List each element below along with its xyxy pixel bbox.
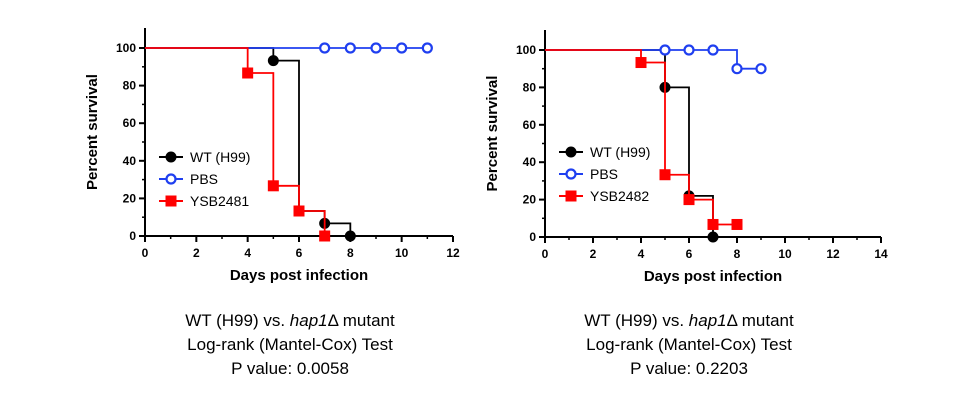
data-point xyxy=(659,169,671,181)
legend-label: YSB2482 xyxy=(590,188,649,204)
y-tick-label: 80 xyxy=(523,80,537,94)
y-tick-label: 80 xyxy=(123,79,137,93)
y-tick-label: 60 xyxy=(523,118,537,132)
legend-item: PBS xyxy=(159,171,218,187)
x-axis-title: Days post infection xyxy=(230,267,368,284)
legend-marker xyxy=(165,151,177,163)
series-line xyxy=(545,49,737,226)
data-point xyxy=(659,44,671,56)
data-point xyxy=(319,230,331,242)
x-tick-label: 2 xyxy=(193,246,200,260)
legend-label: WT (H99) xyxy=(190,149,250,165)
x-tick-label: 12 xyxy=(446,246,460,260)
x-tick-label: 10 xyxy=(395,246,409,260)
y-tick-label: 0 xyxy=(129,229,136,243)
x-tick-label: 10 xyxy=(778,247,792,261)
data-point xyxy=(267,55,279,67)
legend-item: PBS xyxy=(559,166,618,182)
caption-right-gene: hap1 xyxy=(688,311,727,330)
y-axis-title: Percent survival xyxy=(84,74,101,190)
legend-label: PBS xyxy=(190,171,218,187)
x-tick-label: 0 xyxy=(542,247,549,261)
legend-marker xyxy=(565,168,577,180)
y-axis-title: Percent survival xyxy=(484,76,501,192)
x-tick-label: 12 xyxy=(826,247,840,261)
data-point xyxy=(319,42,331,54)
chart-2: 0 20 40 60 80 100 0 2 4 6 8 10 12 14 Days post infecti… xyxy=(484,30,888,285)
y-tick-label: 40 xyxy=(523,155,537,169)
data-point xyxy=(421,42,433,54)
x-axis-title: Days post infection xyxy=(644,268,782,285)
x-tick-label: 6 xyxy=(296,246,303,260)
y-tick-label: 20 xyxy=(123,191,137,205)
y-tick-label: 60 xyxy=(123,116,137,130)
legend-marker xyxy=(565,190,577,202)
x-tick-label: 4 xyxy=(244,246,251,260)
legend-label: YSB2481 xyxy=(190,193,249,209)
data-point xyxy=(707,218,719,230)
caption-right: WT (H99) vs. hap1Δ mutant Log-rank (Mant… xyxy=(509,309,869,381)
data-point xyxy=(707,44,719,56)
y-tick-label: 20 xyxy=(523,193,537,207)
x-tick-label: 2 xyxy=(590,247,597,261)
x-tick-label: 0 xyxy=(142,246,149,260)
data-point xyxy=(344,42,356,54)
data-point xyxy=(293,205,305,217)
chart-1: 0 20 40 60 80 100 0 2 4 6 8 10 12 Days post infection… xyxy=(84,28,460,284)
legend-marker xyxy=(565,146,577,158)
x-tick-label: 6 xyxy=(686,247,693,261)
x-tick-label: 14 xyxy=(874,247,888,261)
data-point xyxy=(731,63,743,75)
x-tick-label: 8 xyxy=(734,247,741,261)
legend-marker xyxy=(165,173,177,185)
y-tick-label: 40 xyxy=(123,154,137,168)
legend-item: YSB2481 xyxy=(159,193,249,209)
series-line xyxy=(545,49,761,70)
series-3 xyxy=(545,49,743,230)
legend-item: WT (H99) xyxy=(559,144,650,160)
data-point xyxy=(707,231,719,243)
data-point xyxy=(683,44,695,56)
data-point xyxy=(683,194,695,206)
caption-right-line1: WT (H99) vs. hap1Δ mutant xyxy=(584,311,794,330)
y-tick-label: 0 xyxy=(529,230,536,244)
data-point xyxy=(267,180,279,192)
data-point xyxy=(396,42,408,54)
legend-label: PBS xyxy=(590,166,618,182)
data-point xyxy=(242,67,254,79)
legend-marker xyxy=(165,195,177,207)
caption-left-gene: hap1 xyxy=(289,311,328,330)
caption-right-pvalue: P value: 0.2203 xyxy=(630,359,748,378)
caption-left-line1: WT (H99) vs. hap1Δ mutant xyxy=(185,311,395,330)
x-tick-label: 8 xyxy=(347,246,354,260)
legend-item: WT (H99) xyxy=(159,149,250,165)
data-point xyxy=(755,63,767,75)
x-tick-label: 4 xyxy=(638,247,645,261)
data-point xyxy=(370,42,382,54)
data-point xyxy=(344,230,356,242)
series-3 xyxy=(145,47,331,242)
legend-item: YSB2482 xyxy=(559,188,649,204)
y-tick-label: 100 xyxy=(116,41,136,55)
caption-left: WT (H99) vs. hap1Δ mutant Log-rank (Mant… xyxy=(110,309,470,381)
caption-left-pvalue: P value: 0.0058 xyxy=(231,359,349,378)
caption-right-line2: Log-rank (Mantel-Cox) Test xyxy=(586,335,792,354)
caption-left-line2: Log-rank (Mantel-Cox) Test xyxy=(187,335,393,354)
data-point xyxy=(635,57,647,69)
legend-label: WT (H99) xyxy=(590,144,650,160)
y-tick-label: 100 xyxy=(516,43,536,57)
data-point xyxy=(731,218,743,230)
